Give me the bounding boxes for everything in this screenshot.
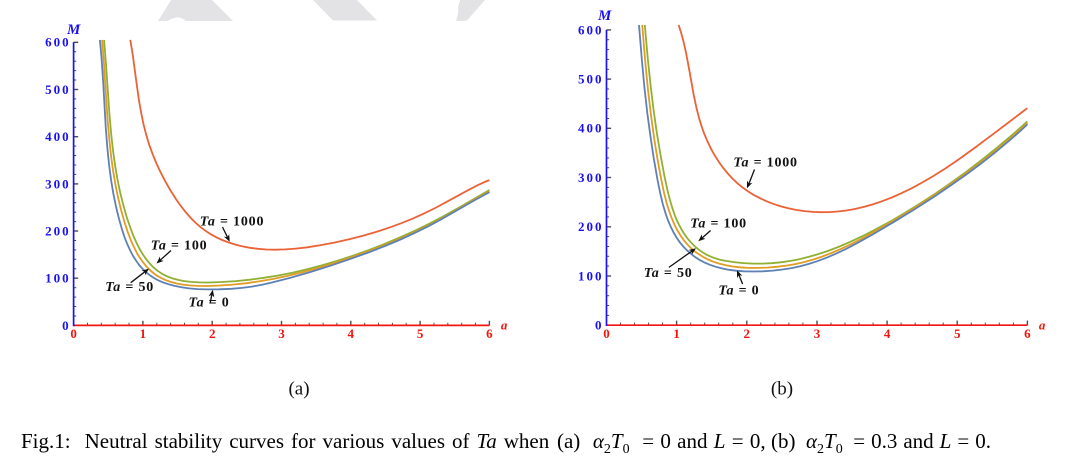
svg-text:200: 200 [45,223,71,238]
svg-text:Ta = 1000: Ta = 1000 [733,156,797,171]
svg-text:Ta = 0: Ta = 0 [189,296,230,311]
svg-text:(a): (a) [288,379,309,400]
svg-text:M: M [66,22,81,38]
svg-text:3: 3 [278,326,285,341]
svg-text:0: 0 [62,318,71,333]
svg-text:Ta = 100: Ta = 100 [151,239,208,254]
svg-text:0: 0 [595,318,604,333]
svg-text:200: 200 [578,219,604,234]
svg-text:600: 600 [578,22,604,37]
svg-text:1: 1 [140,326,147,341]
svg-text:2: 2 [744,326,751,341]
svg-text:0: 0 [70,326,77,341]
svg-text:Ta = 1000: Ta = 1000 [200,215,264,230]
svg-text:2: 2 [209,326,216,341]
svg-text:(b): (b) [771,379,793,400]
svg-text:Ta = 50: Ta = 50 [644,266,693,281]
svg-text:Ta = 0: Ta = 0 [718,284,759,299]
svg-text:4: 4 [884,326,891,341]
svg-text:3: 3 [814,326,821,341]
svg-text:100: 100 [45,271,71,286]
svg-text:1: 1 [673,326,680,341]
svg-text:300: 300 [45,176,71,191]
svg-text:0: 0 [603,326,610,341]
svg-text:Ta = 100: Ta = 100 [690,216,747,231]
svg-text:a: a [501,317,508,332]
svg-text:4: 4 [348,326,355,341]
svg-text:a: a [1039,317,1046,332]
svg-text:Ta = 50: Ta = 50 [105,280,154,295]
svg-text:400: 400 [578,121,604,136]
svg-text:500: 500 [45,82,71,97]
svg-text:5: 5 [417,326,424,341]
svg-text:6: 6 [1024,326,1031,341]
svg-text:5: 5 [954,326,961,341]
svg-text:400: 400 [45,129,71,144]
svg-text:100: 100 [578,268,604,283]
svg-text:300: 300 [578,170,604,185]
svg-text:M: M [597,8,612,24]
svg-text:600: 600 [45,35,71,50]
svg-text:500: 500 [578,72,604,87]
svg-text:6: 6 [486,326,493,341]
